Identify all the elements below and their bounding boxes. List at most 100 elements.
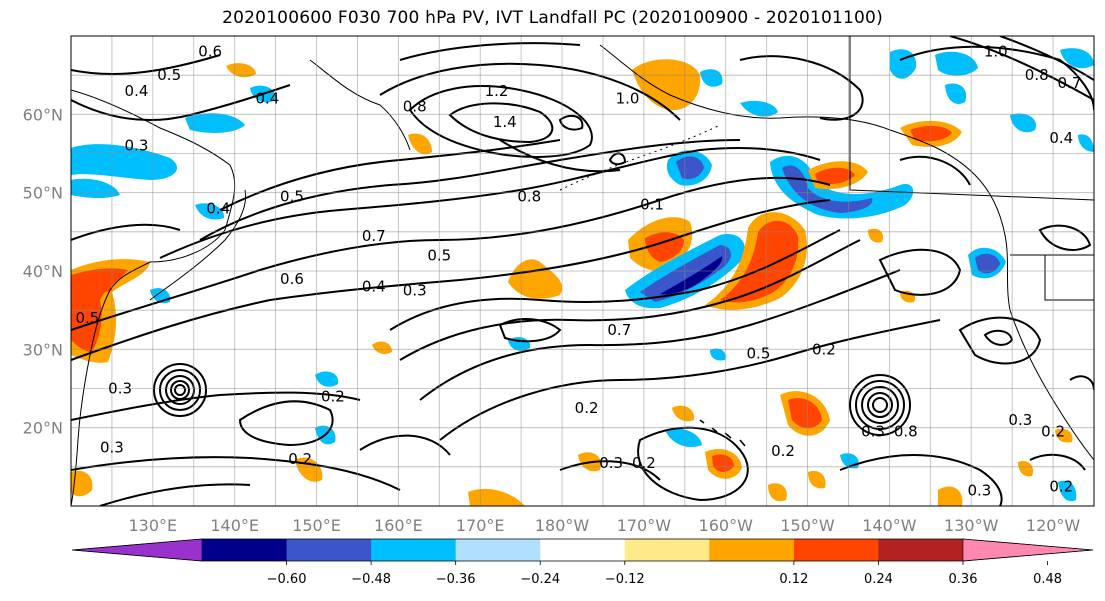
contour-label: 0.4 <box>362 278 386 296</box>
cold-patch <box>195 203 225 220</box>
contour-label: 1.0 <box>616 90 640 108</box>
lon-label: 160°E <box>374 516 423 535</box>
lon-label: 180°W <box>535 516 590 535</box>
aleutian-islands <box>559 124 721 191</box>
lat-label: 60°N <box>23 105 63 124</box>
lon-label: 160°W <box>699 516 754 535</box>
colorbar-swatch <box>624 539 710 561</box>
contour-label: 0.3 <box>100 438 124 456</box>
asia-coastline <box>71 89 236 506</box>
cold-patch <box>1078 134 1094 152</box>
contour-label: 0.4 <box>1049 129 1073 147</box>
warm-patch <box>768 483 787 502</box>
hawaii <box>699 419 746 447</box>
contour-label: 0.2 <box>1041 423 1065 441</box>
contour-label: 0.8 <box>894 423 918 441</box>
contour-label: 0.4 <box>255 90 279 108</box>
pv-contour <box>389 229 841 331</box>
contour-label: 0.3 <box>861 423 885 441</box>
pv-contour <box>839 454 1003 506</box>
warm-patch <box>808 470 826 489</box>
warm-patch <box>92 279 112 292</box>
colorbar: −0.60 −0.48 −0.36 −0.24 −0.12 0.12 0.24 0.36 0.4… <box>71 538 1094 587</box>
pv-contour <box>637 426 749 502</box>
lon-label: 130°E <box>129 516 178 535</box>
contour-label: 0.3 <box>403 282 427 300</box>
contour-label: 0.5 <box>157 66 181 84</box>
pv-contour <box>949 36 1094 101</box>
contour-label: 0.3 <box>125 137 149 155</box>
pv-contour <box>153 363 207 417</box>
pv-contour <box>499 139 621 173</box>
colorbar-tick-label: −0.60 <box>267 572 307 587</box>
warm-patch <box>815 167 855 185</box>
pv-contour <box>238 400 334 447</box>
warm-patch <box>788 398 822 429</box>
cold-patch <box>315 371 339 387</box>
pv-contour <box>498 318 562 343</box>
cold-patch <box>935 51 978 76</box>
cold-patch <box>185 113 245 133</box>
colorbar-swatch <box>540 539 626 561</box>
lon-label: 150°W <box>780 516 835 535</box>
longitude-labels: 130°E 140°E 150°E 160°E 170°E 180°W 170°W 160°W… <box>129 516 1081 535</box>
contour-label: 0.6 <box>198 43 222 61</box>
cold-patch <box>782 165 873 213</box>
warm-patch <box>372 341 392 354</box>
lat-label: 30°N <box>23 340 63 359</box>
pv-contour <box>899 155 971 186</box>
colorbar-tick-label: 0.48 <box>1033 572 1062 587</box>
lon-label: 140°W <box>862 516 917 535</box>
map-frame <box>70 35 1095 507</box>
colorbar-swatch <box>371 539 457 561</box>
cold-patch <box>1010 113 1036 133</box>
contour-label: 1.4 <box>493 113 517 131</box>
pv-contour <box>448 102 554 144</box>
colorbar-tick-label: −0.48 <box>351 572 391 587</box>
contour-label: 0.8 <box>517 188 541 206</box>
colorbar-swatch <box>878 539 964 561</box>
colorbar-extend-high <box>962 538 1094 562</box>
pv-contour <box>399 42 581 61</box>
pv-contour <box>219 139 561 211</box>
contour-labels: 0.60.50.4 0.40.30.50.40.70.50.6 0.4 0.30.81… <box>75 43 1081 500</box>
warm-patch <box>712 454 734 472</box>
contour-label: 0.2 <box>575 399 599 417</box>
pv-contour <box>71 176 831 331</box>
pv-contour <box>71 84 291 121</box>
colorbar-swatch <box>286 539 372 561</box>
contour-label: 0.2 <box>1049 477 1073 495</box>
lon-label: 130°W <box>944 516 999 535</box>
colorbar-swatch <box>455 539 541 561</box>
pv-contour <box>861 386 899 424</box>
cold-patch <box>640 245 732 302</box>
contour-label: 0.3 <box>599 454 623 472</box>
contour-label: 0.8 <box>1025 66 1049 84</box>
warm-patch <box>226 63 256 78</box>
cold-patch <box>1060 48 1094 69</box>
contour-label: 1.2 <box>485 82 509 100</box>
contour-label: 0.7 <box>607 321 631 339</box>
japan-coastline <box>149 189 247 301</box>
lat-label: 40°N <box>23 262 63 281</box>
pv-contour <box>174 384 186 396</box>
pv-contour <box>359 434 451 456</box>
warm-patch <box>1055 428 1073 443</box>
coastlines <box>71 36 1094 506</box>
pv-contour <box>71 391 361 421</box>
lon-label: 170°E <box>456 516 505 535</box>
canada-border <box>849 36 1094 201</box>
lon-label: 140°E <box>210 516 259 535</box>
contour-label: 0.3 <box>1008 411 1032 429</box>
contour-label: 0.4 <box>125 82 149 100</box>
lon-label: 150°E <box>292 516 341 535</box>
pv-contour <box>170 380 190 400</box>
contour-label: 0.2 <box>771 442 795 460</box>
lat-label: 20°N <box>23 419 63 438</box>
pv-contour <box>399 239 861 361</box>
contour-label: 0.5 <box>280 188 304 206</box>
colorbar-swatch <box>202 539 288 561</box>
warm-patch <box>1018 460 1034 477</box>
colorbar-tick-label: −0.24 <box>520 572 560 587</box>
